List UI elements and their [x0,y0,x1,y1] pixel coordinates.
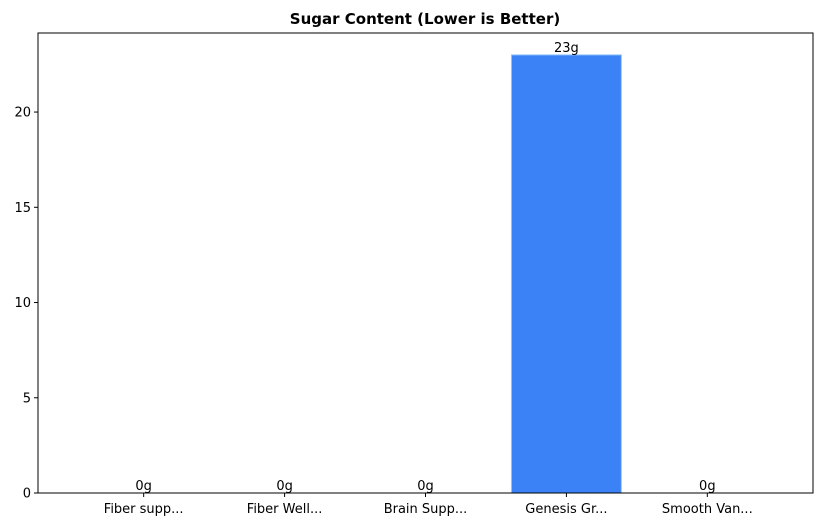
plot-area: 0g 0g 0g 23g 0g Fiber supp... Fiber Well... Bra… [14,32,814,517]
bar-value-label: 0g [417,479,434,494]
y-tick-label: 5 [23,391,31,406]
bar-value-label: 0g [276,479,293,494]
y-tick-label: 0 [23,487,31,502]
axes-frame [37,32,814,494]
x-tick-label: Genesis Gr... [525,502,607,517]
chart-title: Sugar Content (Lower is Better) [290,10,560,28]
x-tick-label: Fiber supp... [104,502,184,517]
bar-value-label: 0g [135,479,152,494]
y-tick-label: 15 [14,201,31,216]
bar-value-label: 0g [699,479,716,494]
bar [510,54,622,494]
x-tick-label: Brain Supp... [384,502,468,517]
x-tick-label: Fiber Well... [247,502,323,517]
y-tick-label: 10 [14,296,31,311]
x-tick-label: Smooth Van... [662,502,753,517]
y-tick-label: 20 [14,106,31,121]
bar-value-label: 23g [554,41,579,56]
